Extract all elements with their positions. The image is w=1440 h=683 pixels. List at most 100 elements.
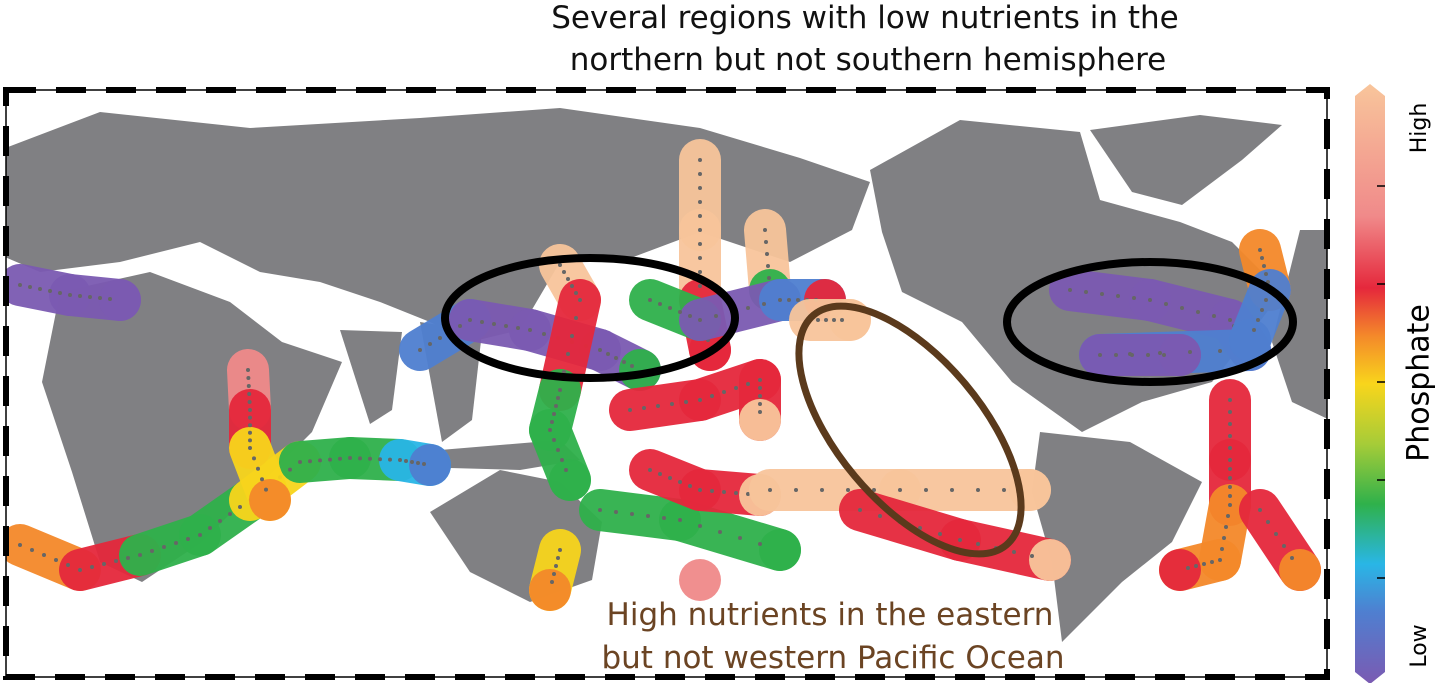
annotation-line: but not western Pacific Ocean: [601, 640, 1064, 676]
station-dot: [710, 394, 714, 398]
station-dot: [918, 526, 922, 530]
station-dot: [1132, 296, 1136, 300]
station-dot: [688, 484, 692, 488]
station-dot: [1030, 554, 1034, 558]
station-dot: [1114, 353, 1118, 357]
station-dot: [550, 420, 554, 424]
station-dot: [1116, 294, 1120, 298]
station-dot: [368, 456, 372, 461]
annotation-line: northern but not southern hemisphere: [570, 42, 1166, 78]
frame-dashes: [3, 87, 1330, 680]
station-dot: [698, 398, 702, 402]
station-dot: [552, 438, 556, 442]
station-dot: [758, 542, 762, 546]
station-dot: [662, 516, 666, 520]
station-dot: [28, 285, 32, 289]
station-dot: [1282, 544, 1286, 548]
station-dot: [388, 457, 392, 462]
station-dot: [846, 488, 850, 492]
annotation-bottom: High nutrients in the eastern but not we…: [601, 597, 1064, 676]
station-dot: [768, 488, 772, 492]
station-dot: [554, 404, 558, 408]
station-dot: [1186, 566, 1190, 570]
station-dot: [642, 406, 646, 410]
station-dot: [1228, 494, 1232, 498]
station-dot: [746, 382, 750, 386]
station-dot: [458, 324, 462, 328]
station-dot: [630, 364, 634, 368]
station-dot: [556, 448, 560, 452]
africa: [42, 272, 342, 582]
station-dot: [246, 384, 251, 388]
colorbar-ramp: [1355, 84, 1385, 683]
station-dot: [1164, 302, 1168, 306]
station-dot: [765, 252, 769, 256]
station-dot: [1222, 536, 1226, 540]
station-dot: [574, 291, 578, 295]
station-dot: [1228, 458, 1232, 462]
station-dot: [298, 460, 302, 464]
station-dot: [924, 488, 928, 492]
station-dot: [247, 392, 252, 396]
station-dot: [90, 565, 94, 569]
station-dot: [1100, 292, 1104, 296]
station-dot: [138, 553, 142, 557]
station-dot: [656, 404, 660, 408]
station-dot: [150, 549, 154, 553]
station-dot: [698, 228, 702, 232]
station-dot: [976, 542, 980, 546]
station-dot: [1228, 503, 1232, 507]
station-dot: [38, 287, 42, 291]
station-dot: [246, 368, 250, 372]
station-dot: [668, 306, 672, 310]
station-dot: [824, 318, 828, 322]
station-dot: [42, 553, 46, 557]
station-dot: [48, 289, 52, 293]
map: [6, 90, 1327, 677]
station-dot: [1068, 288, 1072, 292]
station-dot: [248, 408, 252, 412]
station-dot: [688, 314, 692, 318]
station-dot: [1148, 298, 1152, 302]
station-dot: [1180, 306, 1184, 310]
station-dot: [260, 477, 264, 482]
ellipse-eastern-pacific: [795, 302, 1025, 558]
station-dot: [566, 277, 570, 281]
station-dot: [1162, 353, 1166, 357]
station-dot: [126, 556, 130, 560]
station-dot: [228, 512, 232, 516]
station-dot: [1228, 434, 1232, 438]
station-dot: [570, 284, 574, 288]
station-dot: [950, 488, 954, 492]
station-dot: [358, 456, 362, 461]
station-dot: [796, 298, 800, 302]
highlight-ellipses: [441, 254, 1297, 558]
station-dot: [820, 488, 824, 492]
station-dot: [658, 302, 662, 306]
station-dot: [492, 322, 496, 326]
station-dot: [548, 428, 552, 432]
station-dot: [246, 376, 251, 380]
station-dot: [560, 458, 564, 462]
station-dot: [248, 415, 252, 420]
station-dot: [976, 488, 980, 492]
station-dot: [763, 228, 767, 232]
station-dot: [348, 456, 352, 460]
station-dot: [410, 460, 414, 464]
station-dot: [1264, 272, 1268, 276]
station-dot: [338, 456, 342, 461]
station-dot: [722, 390, 726, 394]
station-dot: [174, 541, 178, 545]
station-dot: [872, 488, 876, 492]
station-dot: [738, 536, 742, 540]
station-dot: [198, 533, 202, 537]
station-dot: [1260, 256, 1264, 260]
station-dot: [658, 472, 662, 476]
station-dot: [714, 314, 718, 318]
station-dot: [264, 487, 268, 492]
station-dot: [898, 488, 902, 492]
station-dot: [378, 457, 382, 462]
station-dot: [746, 492, 750, 496]
station-dot: [1130, 353, 1134, 357]
